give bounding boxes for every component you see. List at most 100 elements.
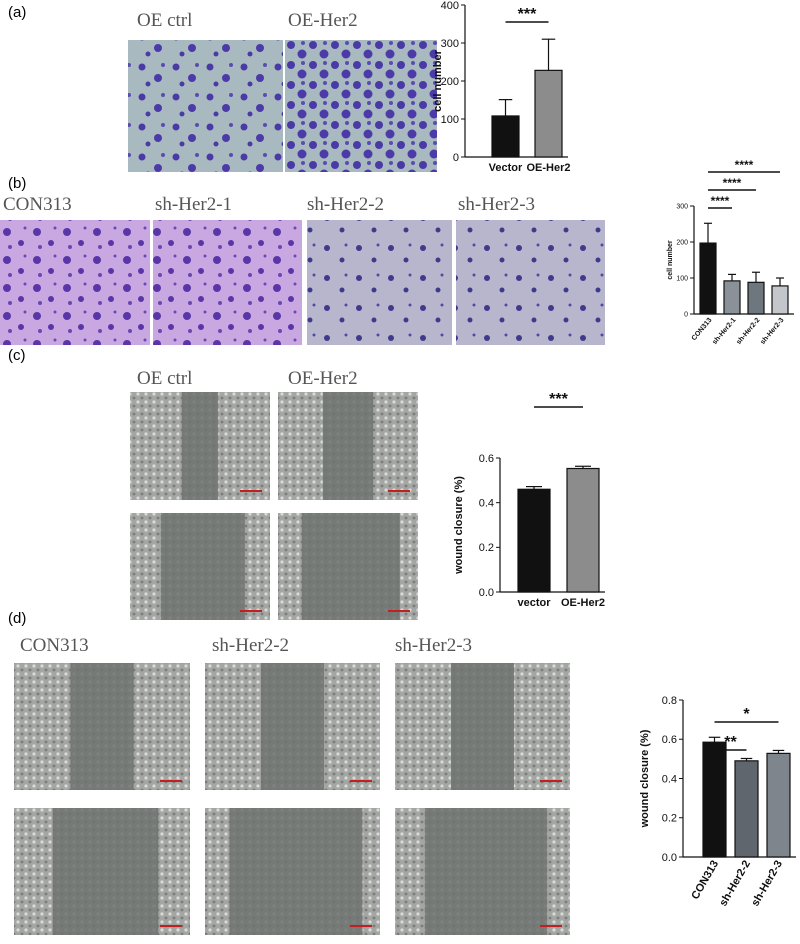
y-tick-label: 0.0 [479, 587, 494, 599]
image-caption: sh-Her2-3 [458, 194, 535, 215]
micrograph [456, 220, 605, 345]
y-tick-label: 0 [453, 152, 459, 164]
bar [491, 115, 520, 158]
significance-label: **** [723, 176, 742, 190]
wound-gap [451, 663, 514, 790]
wound-gap [181, 392, 219, 500]
error-bar [704, 222, 712, 244]
image-caption: CON313 [20, 635, 89, 656]
panel-label: (c) [8, 347, 26, 364]
scale-bar [160, 780, 182, 782]
y-tick-label: 0 [684, 311, 688, 318]
bar [699, 242, 717, 315]
error-bar [728, 273, 736, 281]
scale-bar [350, 780, 372, 782]
error-bar [776, 277, 784, 286]
significance-label: **** [735, 158, 754, 172]
image-caption: sh-Her2-2 [212, 635, 289, 656]
bar [534, 69, 563, 158]
y-tick-label: 200 [676, 239, 688, 246]
significance-label: *** [518, 6, 537, 23]
y-tick-label: 200 [441, 76, 459, 88]
error-bar [740, 757, 753, 761]
error-bar [498, 99, 513, 116]
significance-label: *** [549, 391, 568, 408]
error-bar [541, 38, 556, 71]
image-caption: OE ctrl [137, 368, 192, 389]
x-tick-label: sh-Her2-3 [759, 317, 785, 346]
scale-bar [388, 490, 410, 492]
bar [517, 488, 551, 593]
x-tick-label: sh-Her2-3 [749, 859, 785, 909]
x-tick-label: OE-Her2 [526, 162, 570, 174]
error-bar [752, 271, 760, 283]
scale-bar [350, 925, 372, 927]
image-caption: OE-Her2 [288, 10, 358, 31]
x-tick-label: vector [517, 597, 551, 609]
y-axis-label: wound closure (%) [639, 729, 651, 828]
x-tick-label: OE-Her2 [561, 597, 605, 609]
y-tick-label: 300 [676, 203, 688, 210]
micrograph [153, 220, 302, 345]
y-axis-label: cell number [667, 240, 674, 280]
x-tick-label: CON313 [689, 859, 721, 902]
micrograph [307, 220, 452, 345]
x-tick-label: sh-Her2-2 [735, 317, 761, 346]
y-tick-label: 100 [441, 114, 459, 126]
error-bar [575, 465, 591, 469]
micrograph [128, 40, 283, 172]
y-tick-label: 100 [676, 275, 688, 282]
image-caption: CON313 [3, 194, 72, 215]
y-tick-label: 0.8 [662, 695, 677, 707]
bar [771, 285, 789, 315]
scale-bar [540, 780, 562, 782]
image-caption: sh-Her2-3 [395, 635, 472, 656]
wound-gap [301, 513, 400, 620]
image-caption: sh-Her2-1 [155, 194, 232, 215]
bar [702, 741, 727, 858]
image-caption: OE ctrl [137, 10, 192, 31]
bar [566, 467, 600, 593]
x-tick-label: Vector [489, 162, 523, 174]
error-bar [772, 749, 785, 754]
bar [723, 280, 741, 315]
image-caption: OE-Her2 [288, 368, 358, 389]
wound-gap [52, 808, 159, 935]
y-tick-label: 0.4 [662, 773, 677, 785]
panel-label: (b) [8, 175, 26, 192]
panel-label: (a) [8, 4, 26, 21]
significance-label: **** [711, 194, 730, 208]
x-tick-label: sh-Her2-2 [717, 859, 753, 909]
x-tick-label: sh-Her2-1 [711, 317, 737, 346]
y-axis-label: cell number [432, 49, 444, 111]
panel-label: (d) [8, 610, 26, 627]
image-caption: sh-Her2-2 [307, 194, 384, 215]
micrograph [285, 40, 437, 172]
significance-label: * [743, 706, 750, 723]
y-tick-label: 0.6 [662, 734, 677, 746]
wound-gap [322, 392, 374, 500]
wound-gap [160, 513, 245, 620]
bar [766, 752, 791, 858]
micrograph [0, 220, 150, 345]
y-tick-label: 0.4 [479, 498, 494, 510]
x-tick-label: CON313 [691, 317, 714, 342]
scale-bar [388, 610, 410, 612]
y-tick-label: 300 [441, 38, 459, 50]
y-tick-label: 0.2 [479, 542, 494, 554]
y-tick-label: 0.6 [479, 453, 494, 465]
wound-gap [424, 808, 548, 935]
y-tick-label: 400 [441, 0, 459, 12]
scale-bar [160, 925, 182, 927]
y-tick-label: 0.2 [662, 813, 677, 825]
wound-gap [229, 808, 363, 935]
wound-gap [261, 663, 324, 790]
significance-label: ** [724, 734, 737, 751]
error-bar [526, 485, 542, 490]
error-bar [708, 736, 721, 743]
bar [734, 760, 759, 858]
scale-bar [240, 490, 262, 492]
scale-bar [540, 925, 562, 927]
y-axis-label: wound closure (%) [453, 476, 465, 575]
